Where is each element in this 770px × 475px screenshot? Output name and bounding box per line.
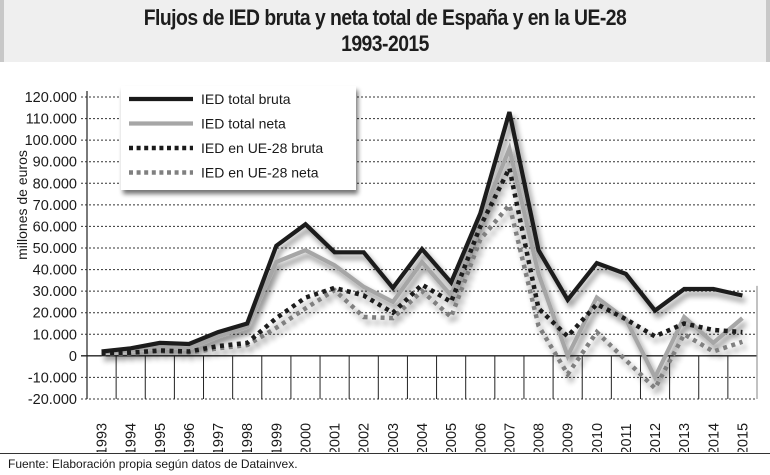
series-line-ied-en-ue-28-neta	[101, 200, 744, 392]
y-tick-label: 40.000	[33, 263, 77, 279]
x-tick-label: 2010	[590, 423, 606, 452]
y-tick-label: -10.000	[28, 370, 77, 386]
y-tick-label: 100.000	[25, 133, 77, 149]
y-tick-label: 10.000	[33, 327, 77, 343]
x-tick-label: 2003	[386, 423, 402, 452]
x-tick-label: 2012	[648, 423, 664, 452]
x-tick-label: 2000	[298, 423, 314, 452]
y-tick-label: 60.000	[33, 219, 77, 235]
source-note: Fuente: Elaboración propia según datos d…	[8, 457, 298, 471]
x-tick-label: 1993	[95, 423, 111, 452]
y-tick-label: 80.000	[33, 176, 77, 192]
line-chart: 120.000 110.000 100.000 90.000 80.000 70.000 6…	[14, 86, 758, 452]
x-tick-label: 2013	[677, 423, 693, 452]
y-tick-label: 30.000	[33, 284, 77, 300]
y-tick-label: 0	[69, 349, 77, 365]
chart-subtitle-years: 1993-2015	[341, 31, 429, 56]
legend-label: IED en UE-28 bruta	[201, 140, 323, 156]
x-tick-label: 2005	[444, 423, 460, 452]
x-tick-label: 2011	[619, 423, 635, 452]
x-tick-label: 2001	[328, 423, 344, 452]
x-tick-label: 2004	[415, 423, 431, 452]
series-line-ied-total-bruta	[101, 111, 743, 354]
y-tick-label: 70.000	[33, 198, 77, 214]
y-axis-title: millones de euros	[14, 150, 30, 260]
x-tick-label: 1995	[153, 423, 169, 452]
y-tick-label: 110.000	[26, 112, 77, 128]
y-tick-label: 20.000	[33, 306, 77, 322]
legend-label: IED en UE-28 neta	[201, 165, 319, 181]
series-line-ied-total-neta	[101, 141, 744, 383]
series-lines	[101, 111, 744, 392]
x-tick-label: 2014	[706, 423, 722, 452]
x-tick-label: 1997	[211, 423, 227, 452]
chart-title: Flujos de IED bruta y neta total de Espa…	[143, 5, 627, 30]
y-tick-label: -20.000	[28, 392, 77, 408]
chart-title-box: Flujos de IED bruta y neta total de Espa…	[0, 0, 770, 62]
x-tick-label: 2006	[473, 423, 489, 452]
x-tick-label: 2007	[502, 423, 518, 452]
x-tick-label: 2008	[532, 423, 548, 452]
x-tick-label: 1999	[269, 423, 285, 452]
x-tick-label: 1998	[240, 423, 256, 452]
legend-label: IED total neta	[201, 116, 286, 132]
legend-label: IED total bruta	[201, 91, 291, 107]
category-separators	[115, 355, 758, 399]
x-tick-label: 2015	[735, 423, 751, 452]
x-tick-label: 1994	[124, 423, 140, 452]
y-tick-label: 50.000	[33, 241, 77, 257]
y-axis-tick-labels: 120.000 110.000 100.000 90.000 80.000 70.000 6…	[25, 90, 77, 408]
x-tick-label: 2009	[561, 423, 577, 452]
x-tick-label: 2002	[357, 423, 373, 452]
legend: IED total bruta IED total neta IED en UE-2…	[121, 86, 356, 190]
y-tick-label: 90.000	[33, 155, 77, 171]
footer-divider	[0, 453, 770, 454]
x-tick-label: 1996	[182, 423, 198, 452]
x-axis-tick-labels: 1993 1994 1995 1996 1997 1998 1999 2000 2001 2002…	[95, 423, 752, 452]
y-tick-label: 120.000	[25, 90, 77, 106]
